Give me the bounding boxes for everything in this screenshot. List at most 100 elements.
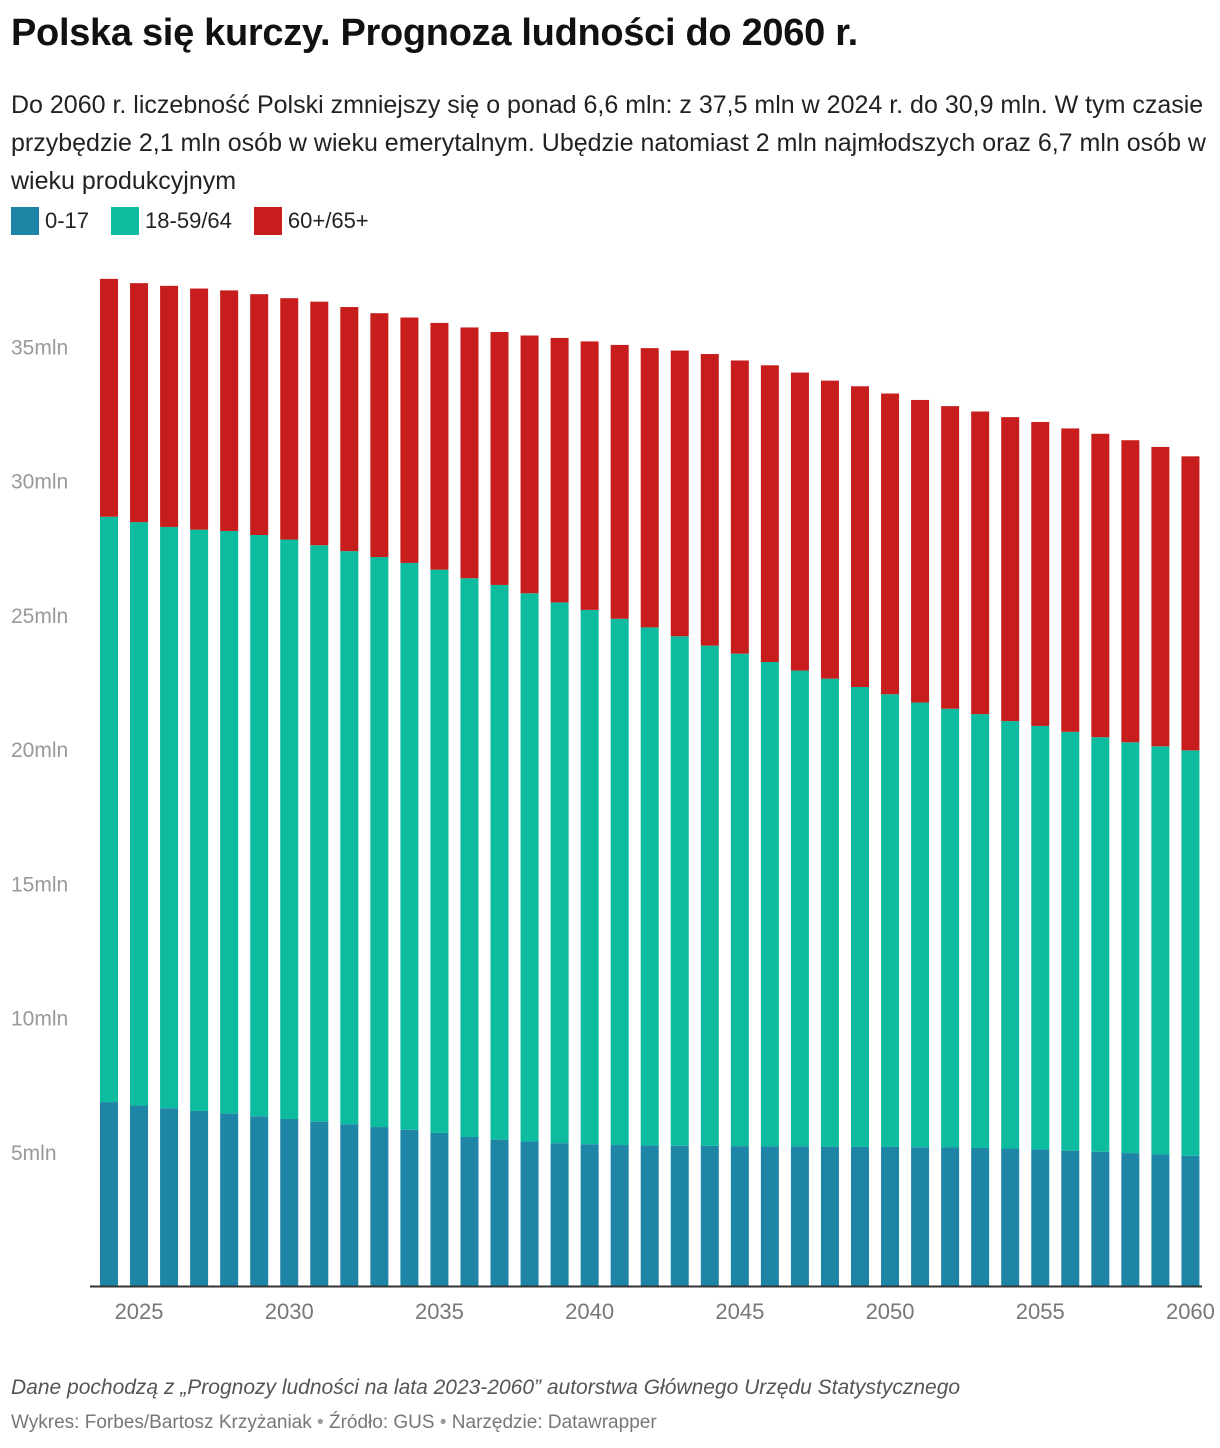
bar-60-65-2033 bbox=[370, 313, 389, 558]
bar-0-17-2045 bbox=[730, 1146, 749, 1286]
bar-18-59-64-2050 bbox=[881, 694, 900, 1147]
x-tick-label: 2040 bbox=[565, 1299, 614, 1324]
bar-60-65-2024 bbox=[100, 278, 118, 517]
bar-0-17-2037 bbox=[490, 1139, 509, 1286]
bar-60-65-2050 bbox=[881, 393, 900, 695]
bar-0-17-2049 bbox=[851, 1146, 869, 1286]
bar-18-59-64-2025 bbox=[130, 522, 149, 1106]
bar-18-59-64-2026 bbox=[160, 526, 179, 1109]
y-tick-label: 15mln bbox=[11, 873, 68, 896]
bar-18-59-64-2030 bbox=[280, 539, 299, 1119]
bar-18-59-64-2039 bbox=[550, 602, 569, 1144]
y-tick-label: 5mln bbox=[11, 1142, 57, 1165]
bar-60-65-2051 bbox=[911, 399, 930, 703]
y-tick-label: 35mln bbox=[11, 336, 68, 359]
bar-18-59-64-2036 bbox=[460, 578, 479, 1137]
footer-note: Dane pochodzą z „Prognozy ludności na la… bbox=[11, 1376, 961, 1399]
bar-18-59-64-2028 bbox=[220, 530, 239, 1114]
bar-60-65-2059 bbox=[1151, 446, 1170, 747]
bar-0-17-2048 bbox=[820, 1146, 839, 1286]
bar-0-17-2054 bbox=[1001, 1148, 1020, 1286]
legend: 0-17 18-59/64 60+/65+ bbox=[11, 205, 391, 237]
bar-60-65-2039 bbox=[550, 337, 569, 603]
y-tick-label: 25mln bbox=[11, 605, 68, 628]
bar-0-17-2055 bbox=[1031, 1149, 1050, 1286]
bar-0-17-2047 bbox=[790, 1146, 809, 1286]
bar-18-59-64-2056 bbox=[1061, 731, 1080, 1151]
bar-0-17-2024 bbox=[100, 1102, 118, 1286]
bar-0-17-2058 bbox=[1121, 1153, 1140, 1286]
legend-swatch-60-65 bbox=[253, 207, 282, 235]
legend-label-18-59-64: 18-59/64 bbox=[145, 208, 232, 233]
bar-18-59-64-2033 bbox=[370, 557, 389, 1128]
bar-0-17-2041 bbox=[610, 1145, 629, 1286]
bar-0-17-2053 bbox=[971, 1147, 990, 1286]
bar-18-59-64-2059 bbox=[1151, 746, 1170, 1155]
bar-0-17-2028 bbox=[220, 1113, 239, 1286]
bar-0-17-2051 bbox=[911, 1147, 930, 1286]
chart-subtitle: Do 2060 r. liczebność Polski zmniejszy s… bbox=[11, 91, 1206, 195]
x-tick-label: 2060 bbox=[1166, 1299, 1215, 1324]
bar-18-59-64-2046 bbox=[760, 662, 779, 1147]
bar-18-59-64-2049 bbox=[851, 686, 869, 1147]
legend-label-0-17: 0-17 bbox=[45, 208, 90, 233]
bar-0-17-2046 bbox=[760, 1146, 779, 1286]
bar-18-59-64-2057 bbox=[1091, 737, 1110, 1152]
bar-60-65-2035 bbox=[430, 322, 449, 570]
bar-60-65-2026 bbox=[160, 285, 179, 527]
bar-60-65-2036 bbox=[460, 327, 479, 579]
bar-60-65-2029 bbox=[250, 294, 269, 535]
bar-0-17-2027 bbox=[190, 1110, 209, 1286]
legend-swatch-18-59-64 bbox=[111, 207, 140, 235]
bar-18-59-64-2054 bbox=[1001, 721, 1020, 1149]
footer-credits: Wykres: Forbes/Bartosz Krzyżaniak • Źród… bbox=[11, 1412, 657, 1434]
chart-title: Polska się kurczy. Prognoza ludności do … bbox=[11, 12, 858, 54]
bar-0-17-2057 bbox=[1091, 1151, 1110, 1286]
stacked-bar-chart: 5mln 10mln 15mln 20mln 25mln 30mln 35mln 2025 20… bbox=[11, 278, 1215, 1324]
bar-0-17-2056 bbox=[1061, 1150, 1080, 1286]
credit-separator-2: • bbox=[439, 1412, 447, 1433]
bar-60-65-2041 bbox=[610, 344, 629, 619]
bar-60-65-2053 bbox=[971, 411, 990, 715]
bar-18-59-64-2053 bbox=[971, 714, 990, 1148]
x-tick-label: 2055 bbox=[1016, 1299, 1065, 1324]
bar-18-59-64-2043 bbox=[670, 636, 689, 1146]
bar-18-59-64-2058 bbox=[1121, 742, 1140, 1154]
y-tick-label: 20mln bbox=[11, 739, 68, 762]
bar-60-65-2048 bbox=[820, 380, 839, 679]
credit-tool: Narzędzie: Datawrapper bbox=[451, 1412, 657, 1433]
bar-0-17-2030 bbox=[280, 1118, 299, 1286]
x-tick-label: 2045 bbox=[715, 1299, 764, 1324]
bar-60-65-2057 bbox=[1091, 433, 1110, 738]
legend-item-18-59-64: 18-59/64 bbox=[111, 207, 232, 235]
bar-18-59-64-2047 bbox=[790, 670, 809, 1147]
bar-0-17-2059 bbox=[1151, 1154, 1170, 1286]
bar-0-17-2052 bbox=[941, 1147, 960, 1286]
bar-60-65-2047 bbox=[790, 372, 809, 671]
bar-0-17-2060 bbox=[1181, 1155, 1200, 1286]
bar-60-65-2055 bbox=[1031, 421, 1050, 726]
bar-0-17-2031 bbox=[310, 1121, 329, 1286]
bar-60-65-2058 bbox=[1121, 440, 1140, 743]
bar-60-65-2030 bbox=[280, 298, 299, 540]
bar-18-59-64-2048 bbox=[820, 678, 839, 1147]
legend-label-60-65: 60+/65+ bbox=[287, 208, 369, 233]
bar-0-17-2044 bbox=[700, 1145, 719, 1286]
bar-60-65-2046 bbox=[760, 365, 779, 662]
bar-0-17-2042 bbox=[640, 1145, 659, 1286]
bar-60-65-2052 bbox=[941, 406, 960, 709]
bar-18-59-64-2037 bbox=[490, 584, 509, 1140]
x-tick-label: 2035 bbox=[415, 1299, 464, 1324]
bar-60-65-2028 bbox=[220, 290, 239, 531]
credit-source: Źródło: GUS bbox=[328, 1412, 435, 1433]
bar-18-59-64-2027 bbox=[190, 529, 209, 1111]
bar-60-65-2054 bbox=[1001, 417, 1020, 722]
bar-0-17-2038 bbox=[520, 1141, 539, 1286]
bar-0-17-2043 bbox=[670, 1145, 689, 1286]
bar-60-65-2040 bbox=[580, 341, 599, 610]
bar-18-59-64-2055 bbox=[1031, 725, 1050, 1150]
legend-item-0-17: 0-17 bbox=[11, 207, 89, 235]
bar-0-17-2025 bbox=[130, 1105, 149, 1286]
bar-18-59-64-2031 bbox=[310, 545, 329, 1122]
credit-separator-1: • bbox=[317, 1412, 324, 1433]
